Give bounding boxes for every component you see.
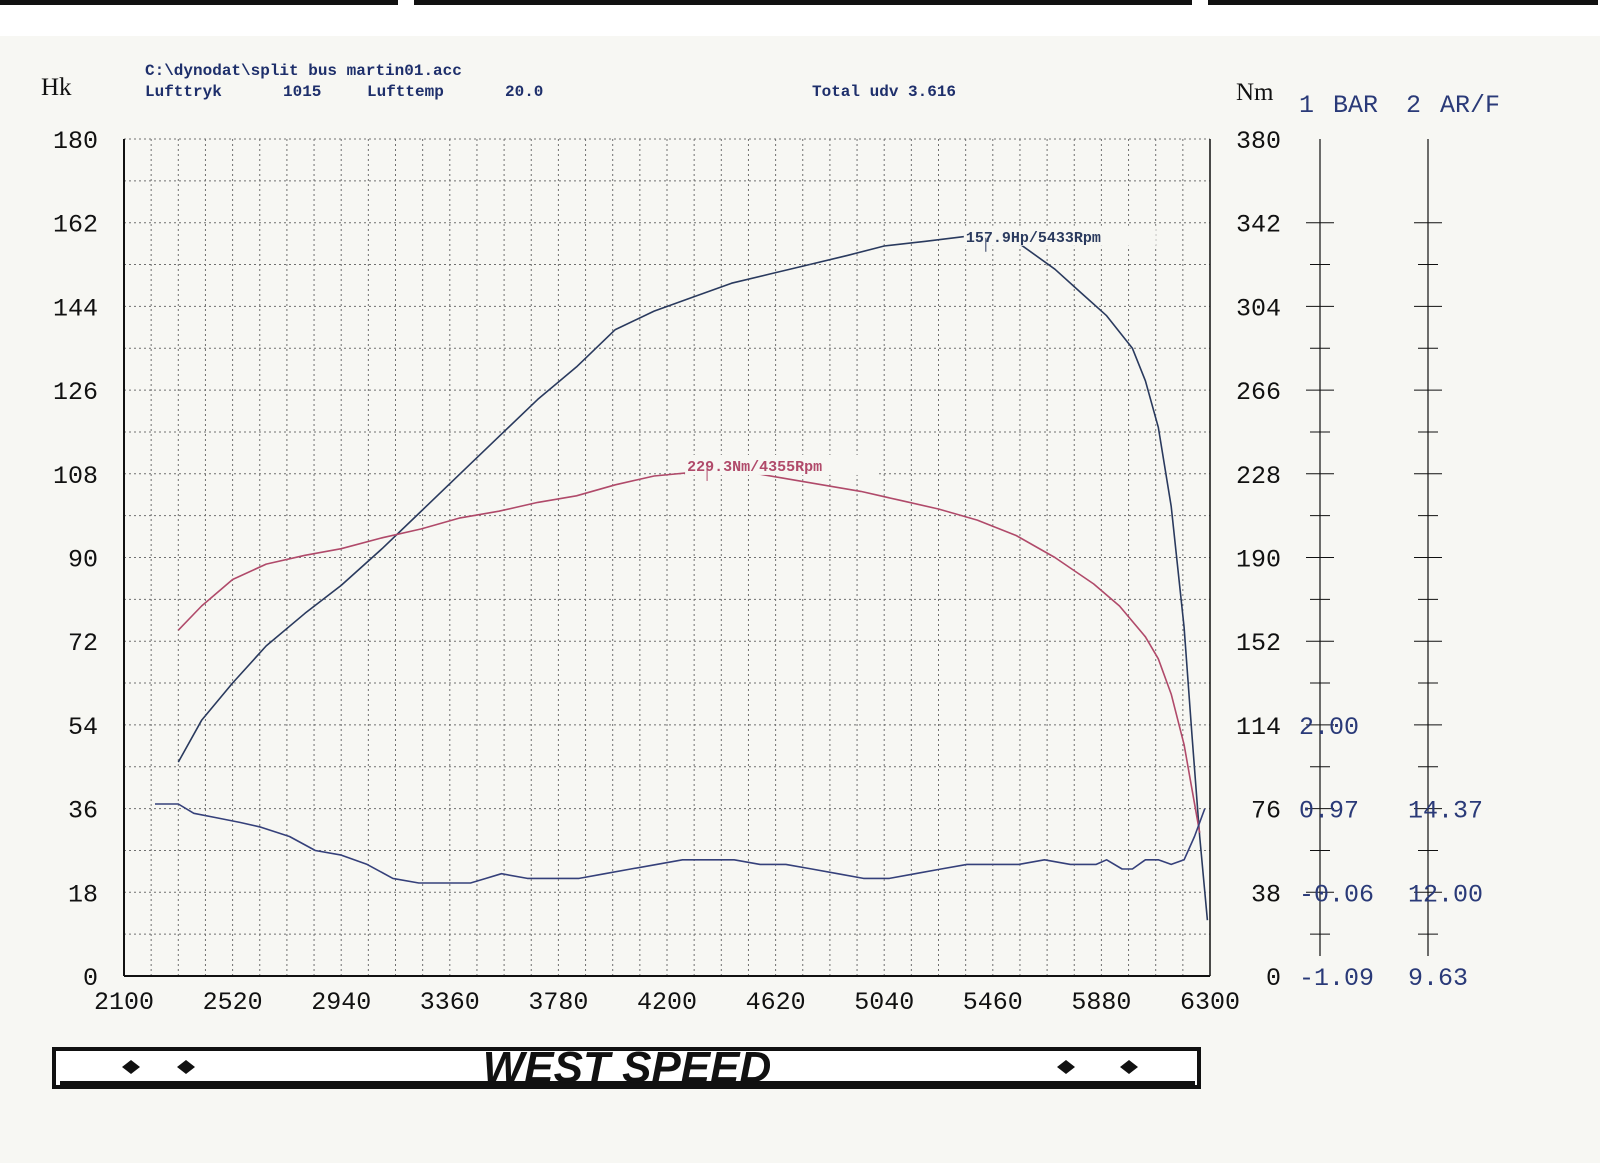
afr-scale-label: AR/F xyxy=(1440,91,1500,120)
power-curve xyxy=(177,235,1209,921)
x-tick-label: 2100 xyxy=(94,988,154,1017)
bar-scale-number: 1 xyxy=(1299,91,1314,120)
star-icon xyxy=(122,1060,140,1074)
left-tick-label: 36 xyxy=(68,797,98,826)
afr-scale-number: 2 xyxy=(1406,91,1421,120)
peak-annotation-label: 229.3Nm/4355Rpm xyxy=(687,459,822,476)
chart-series xyxy=(155,235,1209,921)
chart-axes xyxy=(123,139,1211,977)
peak-annotations: 157.9Hp/5433Rpm 229.3Nm/4355Rpm xyxy=(685,225,1156,481)
x-tick-label: 5040 xyxy=(854,988,914,1017)
bar-tick-label: 0.97 xyxy=(1299,797,1359,826)
star-icon xyxy=(177,1060,195,1074)
bar-tick-label: -0.06 xyxy=(1299,880,1374,909)
scan-edge-bar xyxy=(0,0,398,5)
left-tick-label: 162 xyxy=(53,211,98,240)
right-tick-label: 228 xyxy=(1236,462,1281,491)
right-axis-label: Nm xyxy=(1236,79,1274,106)
right-tick-label: 304 xyxy=(1236,294,1281,323)
x-tick-label: 3360 xyxy=(420,988,480,1017)
pressure-value: 1015 xyxy=(283,83,321,101)
left-tick-label: 0 xyxy=(83,964,98,993)
left-tick-label: 108 xyxy=(53,462,98,491)
x-tick-label: 5460 xyxy=(963,988,1023,1017)
x-tick-label: 5880 xyxy=(1071,988,1131,1017)
bar-tick-label: -1.09 xyxy=(1299,964,1374,993)
left-tick-label: 180 xyxy=(53,127,98,156)
left-axis-label: Hk xyxy=(41,74,72,101)
bar-tick-label: 2.00 xyxy=(1299,713,1359,742)
file-path: C:\dynodat\split bus martin01.acc xyxy=(145,62,462,80)
torque-curve xyxy=(177,470,1201,833)
extra-scales: -1.09 -0.06 0.97 2.00 9.63 12.00 14.37 xyxy=(1299,139,1483,993)
x-tick-label: 4620 xyxy=(746,988,806,1017)
left-tick-label: 90 xyxy=(68,546,98,575)
left-tick-label: 54 xyxy=(68,713,98,742)
left-tick-label: 72 xyxy=(68,629,98,658)
left-tick-label: 126 xyxy=(53,378,98,407)
annotation-background xyxy=(963,225,1156,246)
left-tick-label: 144 xyxy=(53,294,98,323)
pressure-label: Lufttryk xyxy=(145,83,222,101)
right-tick-label: 76 xyxy=(1251,797,1281,826)
logo-wordmark: WEST SPEED xyxy=(483,1043,772,1092)
right-tick-label: 266 xyxy=(1236,378,1281,407)
right-tick-label: 38 xyxy=(1251,880,1281,909)
scan-edge-bar xyxy=(414,0,1192,5)
star-icon xyxy=(1057,1060,1075,1074)
left-tick-label: 18 xyxy=(68,880,98,909)
x-tick-label: 3780 xyxy=(528,988,588,1017)
afr-tick-label: 9.63 xyxy=(1408,964,1468,993)
bar-scale-label: BAR xyxy=(1333,91,1378,120)
right-tick-label: 114 xyxy=(1236,713,1281,742)
annotation-background xyxy=(685,454,878,475)
logo-frame xyxy=(52,1047,1201,1089)
x-tick-label: 2940 xyxy=(311,988,371,1017)
total-output: Total udv 3.616 xyxy=(812,83,956,101)
boost-curve xyxy=(155,803,1206,884)
afr-tick-label: 12.00 xyxy=(1408,880,1483,909)
temp-label: Lufttemp xyxy=(367,83,444,101)
star-icon xyxy=(1120,1060,1138,1074)
right-tick-label: 342 xyxy=(1236,211,1281,240)
chart-grid xyxy=(123,138,1211,977)
right-tick-label: 380 xyxy=(1236,127,1281,156)
x-tick-label: 6300 xyxy=(1180,988,1240,1017)
scan-header-strip xyxy=(0,0,1600,36)
x-tick-label: 2520 xyxy=(203,988,263,1017)
x-tick-label: 4200 xyxy=(637,988,697,1017)
scan-edge-bar xyxy=(1208,0,1598,5)
peak-annotation-label: 157.9Hp/5433Rpm xyxy=(966,230,1101,247)
right-tick-label: 0 xyxy=(1266,964,1281,993)
afr-tick-label: 14.37 xyxy=(1408,797,1483,826)
west-speed-logo: WEST SPEED xyxy=(52,1043,1201,1092)
temp-value: 20.0 xyxy=(505,83,543,101)
right-tick-label: 152 xyxy=(1236,629,1281,658)
right-tick-label: 190 xyxy=(1236,546,1281,575)
tick-labels: 2100 2520 2940 3360 3780 4200 4620 5040 5460 5880… xyxy=(53,127,1281,1017)
